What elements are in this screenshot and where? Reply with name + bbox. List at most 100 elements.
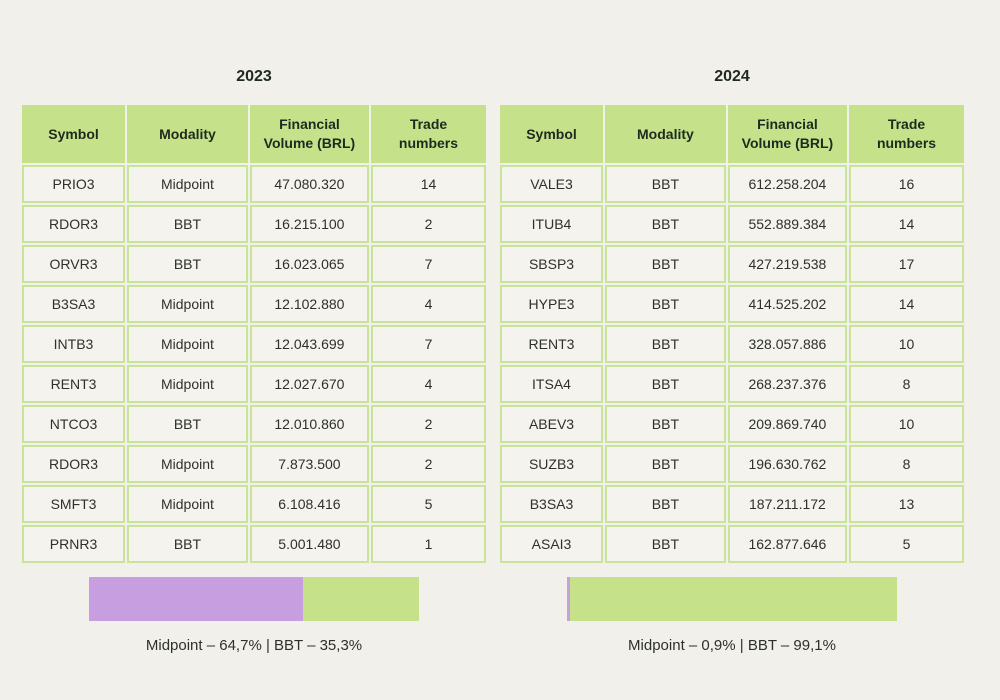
cell-trades: 14 (370, 165, 486, 203)
cell-trades: 5 (849, 525, 964, 563)
header-financial-volume: Financial Volume (BRL) (249, 105, 369, 163)
table-row: RENT3 Midpoint 12.027.670 4 (22, 365, 486, 403)
cell-modality: BBT (605, 485, 726, 523)
cell-symbol: ITSA4 (500, 365, 604, 403)
table-header-row: Symbol Modality Financial Volume (BRL) Tr… (500, 105, 964, 163)
cell-volume: 196.630.762 (727, 445, 848, 483)
cell-trades: 8 (849, 365, 964, 403)
cell-volume: 12.043.699 (249, 325, 369, 363)
table-header-row: Symbol Modality Financial Volume (BRL) Tr… (22, 105, 486, 163)
modality-split-caption: Midpoint – 0,9% | BBT – 99,1% (628, 637, 836, 654)
cell-trades: 1 (370, 525, 486, 563)
cell-trades: 4 (370, 365, 486, 403)
table-row: ORVR3 BBT 16.023.065 7 (22, 245, 486, 283)
header-financial-volume: Financial Volume (BRL) (727, 105, 848, 163)
cell-volume: 12.010.860 (249, 405, 369, 443)
cell-modality: Midpoint (127, 485, 248, 523)
cell-symbol: RENT3 (500, 325, 604, 363)
cell-symbol: ITUB4 (500, 205, 604, 243)
cell-symbol: SBSP3 (500, 245, 604, 283)
cell-symbol: ORVR3 (22, 245, 126, 283)
cell-symbol: PRIO3 (22, 165, 126, 203)
cell-volume: 5.001.480 (249, 525, 369, 563)
cell-symbol: B3SA3 (500, 485, 604, 523)
cell-trades: 10 (849, 405, 964, 443)
cell-trades: 7 (370, 325, 486, 363)
table-row: ITUB4 BBT 552.889.384 14 (500, 205, 964, 243)
cell-volume: 427.219.538 (727, 245, 848, 283)
cell-modality: BBT (605, 445, 726, 483)
table-row: B3SA3 Midpoint 12.102.880 4 (22, 285, 486, 323)
cell-volume: 268.237.376 (727, 365, 848, 403)
cell-trades: 7 (370, 245, 486, 283)
cell-trades: 13 (849, 485, 964, 523)
cell-volume: 12.027.670 (249, 365, 369, 403)
cell-modality: Midpoint (127, 165, 248, 203)
midpoint-share-segment (89, 577, 303, 621)
cell-modality: Midpoint (127, 325, 248, 363)
cell-volume: 16.215.100 (249, 205, 369, 243)
table-row: RDOR3 Midpoint 7.873.500 2 (22, 445, 486, 483)
midpoint-share-segment (567, 577, 570, 621)
cell-modality: BBT (605, 165, 726, 203)
cell-volume: 209.869.740 (727, 405, 848, 443)
panel-2024: 2024 Symbol Modality Financial Volume (BR… (498, 0, 966, 700)
modality-split-bar-2023 (89, 577, 419, 621)
cell-modality: BBT (605, 325, 726, 363)
table-row: HYPE3 BBT 414.525.202 14 (500, 285, 964, 323)
cell-symbol: SUZB3 (500, 445, 604, 483)
table-row: ABEV3 BBT 209.869.740 10 (500, 405, 964, 443)
cell-modality: BBT (605, 525, 726, 563)
table-row: VALE3 BBT 612.258.204 16 (500, 165, 964, 203)
cell-modality: BBT (605, 285, 726, 323)
table-row: SBSP3 BBT 427.219.538 17 (500, 245, 964, 283)
table-row: RDOR3 BBT 16.215.100 2 (22, 205, 486, 243)
cell-volume: 7.873.500 (249, 445, 369, 483)
bbt-share-segment (302, 577, 419, 621)
modality-split-bar-2024 (567, 577, 897, 621)
cell-symbol: RENT3 (22, 365, 126, 403)
cell-trades: 2 (370, 445, 486, 483)
header-symbol: Symbol (22, 105, 126, 163)
cell-volume: 414.525.202 (727, 285, 848, 323)
cell-volume: 187.211.172 (727, 485, 848, 523)
table-row: PRIO3 Midpoint 47.080.320 14 (22, 165, 486, 203)
bbt-share-segment (569, 577, 897, 621)
table-row: SUZB3 BBT 196.630.762 8 (500, 445, 964, 483)
cell-trades: 5 (370, 485, 486, 523)
cell-trades: 2 (370, 405, 486, 443)
cell-trades: 16 (849, 165, 964, 203)
table-row: NTCO3 BBT 12.010.860 2 (22, 405, 486, 443)
cell-symbol: VALE3 (500, 165, 604, 203)
cell-trades: 4 (370, 285, 486, 323)
cell-volume: 6.108.416 (249, 485, 369, 523)
cell-volume: 552.889.384 (727, 205, 848, 243)
table-row: B3SA3 BBT 187.211.172 13 (500, 485, 964, 523)
cell-modality: BBT (127, 405, 248, 443)
cell-modality: BBT (605, 365, 726, 403)
cell-trades: 8 (849, 445, 964, 483)
year-title: 2023 (236, 68, 272, 85)
cell-modality: BBT (127, 245, 248, 283)
volume-table-2023: Symbol Modality Financial Volume (BRL) Tr… (20, 103, 488, 565)
table-row: SMFT3 Midpoint 6.108.416 5 (22, 485, 486, 523)
cell-symbol: PRNR3 (22, 525, 126, 563)
header-trade-numbers: Trade numbers (370, 105, 486, 163)
table-row: ASAI3 BBT 162.877.646 5 (500, 525, 964, 563)
cell-symbol: RDOR3 (22, 205, 126, 243)
cell-symbol: ABEV3 (500, 405, 604, 443)
cell-modality: BBT (605, 405, 726, 443)
cell-volume: 16.023.065 (249, 245, 369, 283)
cell-symbol: RDOR3 (22, 445, 126, 483)
cell-trades: 10 (849, 325, 964, 363)
cell-modality: Midpoint (127, 445, 248, 483)
cell-symbol: SMFT3 (22, 485, 126, 523)
cell-volume: 162.877.646 (727, 525, 848, 563)
cell-modality: BBT (127, 205, 248, 243)
cell-symbol: ASAI3 (500, 525, 604, 563)
cell-modality: Midpoint (127, 365, 248, 403)
cell-symbol: HYPE3 (500, 285, 604, 323)
cell-modality: Midpoint (127, 285, 248, 323)
cell-trades: 14 (849, 285, 964, 323)
panel-2023: 2023 Symbol Modality Financial Volume (BR… (20, 0, 488, 700)
